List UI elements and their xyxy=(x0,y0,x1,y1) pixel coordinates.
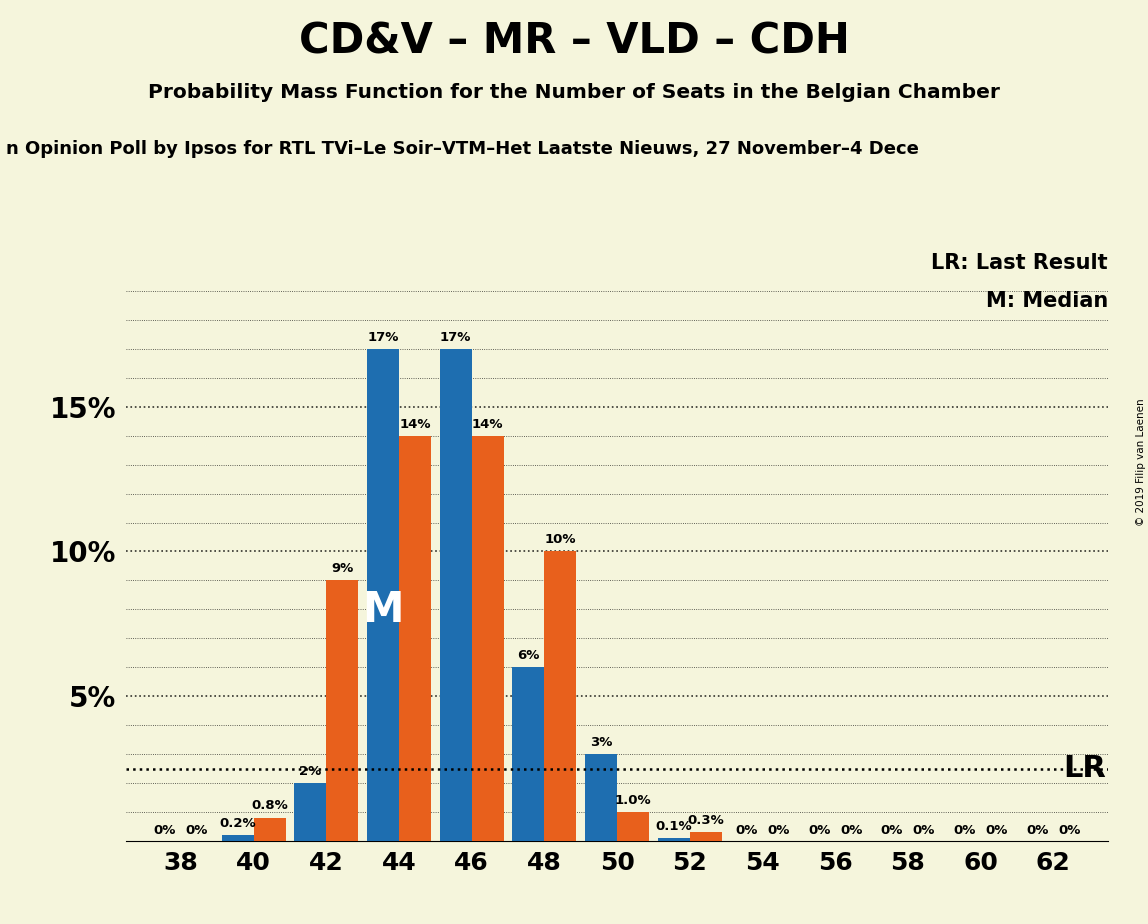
Bar xyxy=(326,580,358,841)
Bar xyxy=(512,667,544,841)
Text: CD&V – MR – VLD – CDH: CD&V – MR – VLD – CDH xyxy=(298,20,850,62)
Bar xyxy=(658,838,690,841)
Bar xyxy=(367,349,400,841)
Text: 14%: 14% xyxy=(400,418,430,431)
Bar xyxy=(585,754,618,841)
Text: 0%: 0% xyxy=(985,824,1008,837)
Bar xyxy=(544,552,576,841)
Text: 0%: 0% xyxy=(913,824,936,837)
Text: M: M xyxy=(362,589,404,631)
Text: 6%: 6% xyxy=(517,649,540,662)
Text: 17%: 17% xyxy=(440,331,472,344)
Text: 0.3%: 0.3% xyxy=(688,814,724,827)
Text: 0%: 0% xyxy=(840,824,862,837)
Text: 0.2%: 0.2% xyxy=(219,817,256,830)
Text: 9%: 9% xyxy=(331,562,354,576)
Bar xyxy=(440,349,472,841)
Bar xyxy=(472,436,504,841)
Bar xyxy=(222,835,254,841)
Text: n Opinion Poll by Ipsos for RTL TVi–Le Soir–VTM–Het Laatste Nieuws, 27 November–: n Opinion Poll by Ipsos for RTL TVi–Le S… xyxy=(6,140,918,158)
Text: 0.8%: 0.8% xyxy=(251,799,288,812)
Text: 0%: 0% xyxy=(186,824,208,837)
Text: 0%: 0% xyxy=(953,824,976,837)
Bar xyxy=(400,436,430,841)
Text: 0.1%: 0.1% xyxy=(656,820,692,833)
Text: 0%: 0% xyxy=(154,824,176,837)
Text: 1.0%: 1.0% xyxy=(614,794,651,807)
Text: Probability Mass Function for the Number of Seats in the Belgian Chamber: Probability Mass Function for the Number… xyxy=(148,83,1000,103)
Text: 2%: 2% xyxy=(300,765,321,778)
Text: 0%: 0% xyxy=(1058,824,1080,837)
Text: M: Median: M: Median xyxy=(986,291,1108,311)
Text: 17%: 17% xyxy=(367,331,398,344)
Text: 0%: 0% xyxy=(735,824,758,837)
Text: 0%: 0% xyxy=(881,824,903,837)
Text: LR: Last Result: LR: Last Result xyxy=(931,252,1108,273)
Text: 14%: 14% xyxy=(472,418,503,431)
Text: 0%: 0% xyxy=(808,824,830,837)
Bar xyxy=(254,818,286,841)
Text: 10%: 10% xyxy=(544,533,576,546)
Text: 0%: 0% xyxy=(767,824,790,837)
Bar xyxy=(618,812,649,841)
Text: 0%: 0% xyxy=(1026,824,1048,837)
Text: LR: LR xyxy=(1063,754,1106,783)
Text: © 2019 Filip van Laenen: © 2019 Filip van Laenen xyxy=(1135,398,1146,526)
Bar xyxy=(690,833,722,841)
Text: 3%: 3% xyxy=(590,736,612,748)
Bar xyxy=(294,783,326,841)
